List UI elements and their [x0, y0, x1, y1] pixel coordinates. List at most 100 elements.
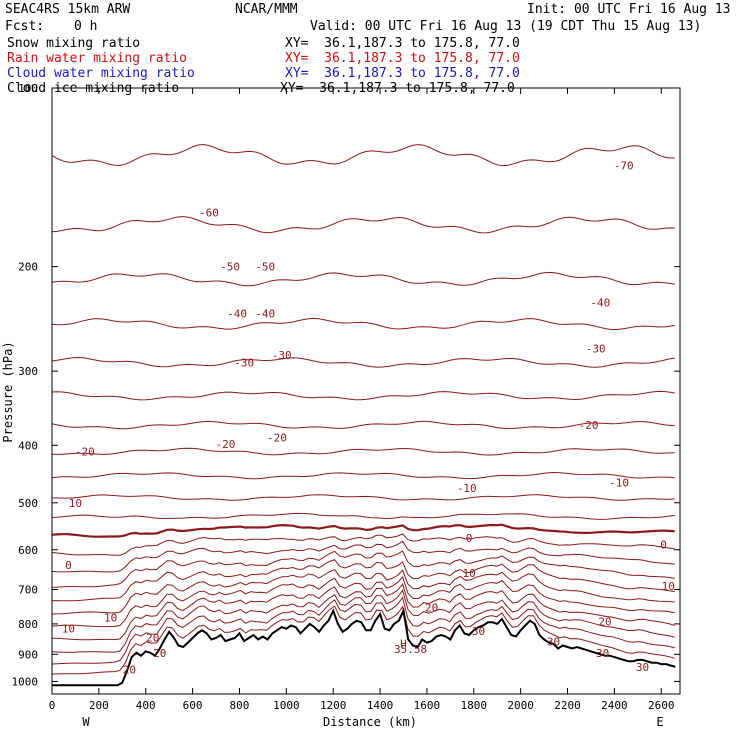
contour-labels: -70 -60 -50 -50 -40 -40 -40 -30 -30 -30 -20 -20 -20 -… [62, 159, 675, 676]
valid-time: Valid: 00 UTC Fri 16 Aug 13 (19 CDT Thu … [310, 19, 702, 34]
x-tick-label: 1800 [461, 699, 488, 712]
contour-label: -20 [267, 431, 287, 444]
y-tick-label: 100 [18, 82, 38, 95]
contour-line [51, 589, 675, 653]
x-tick-label: 1600 [414, 699, 441, 712]
contour-label: -40 [227, 308, 247, 321]
contour-label: -40 [590, 297, 610, 310]
contour-line [51, 471, 675, 480]
x-tick-label: 2600 [648, 699, 675, 712]
y-axis-label: Pressure (hPa) [1, 341, 15, 442]
x-tick-label: 2400 [601, 699, 628, 712]
contour-line [51, 568, 675, 615]
contour-line [51, 216, 675, 234]
contour-label: -70 [614, 159, 634, 172]
contour-line [51, 512, 675, 520]
x-tick-label: 2000 [507, 699, 534, 712]
contour-label: -30 [234, 356, 254, 369]
contour-line [51, 317, 675, 330]
contour-line [51, 447, 675, 456]
max-annotation: H [400, 637, 407, 650]
contour-label: 30 [472, 625, 485, 638]
contour-label: 10 [104, 611, 117, 624]
x-axis-label: Distance (km) [323, 715, 417, 729]
field-xy-snow: XY= 36.1,187.3 to 175.8, 77.0 [285, 36, 520, 51]
contour-label: 30 [547, 636, 560, 649]
x-tick-label: 600 [183, 699, 203, 712]
y-tick-label: 700 [18, 584, 38, 597]
y-tick-label: 600 [18, 544, 38, 557]
max-annotation: 35.58 [394, 643, 427, 656]
contour-line [51, 144, 675, 167]
contour-label: -20 [215, 438, 235, 451]
contour-line [51, 596, 675, 665]
contour-label: -40 [255, 308, 275, 321]
contour-label: -50 [220, 261, 240, 274]
x-tick-label: 200 [89, 699, 109, 712]
field-xy-rain: XY= 36.1,187.3 to 175.8, 77.0 [285, 51, 520, 66]
x-axis-west-label: W [82, 715, 90, 729]
organization-label: NCAR/MMM [235, 2, 298, 17]
x-tick-label: 1400 [367, 699, 394, 712]
field-xy-cloud-water: XY= 36.1,187.3 to 175.8, 77.0 [285, 66, 520, 81]
field-label-rain: Rain water mixing ratio [7, 51, 188, 66]
x-tick-label: 0 [49, 699, 56, 712]
field-label-snow: Snow mixing ratio [7, 36, 141, 51]
contour-label: 20 [123, 664, 136, 677]
y-tick-label: 900 [18, 648, 38, 661]
contour-label: 0 [466, 532, 473, 545]
y-tick-label: 300 [18, 365, 38, 378]
y-tick-label: 1000 [12, 675, 39, 688]
init-time: Init: 00 UTC Fri 16 Aug 13 [527, 2, 731, 17]
contour-label: -50 [255, 261, 275, 274]
y-tick-label: 400 [18, 439, 38, 452]
contour-label: 0 [65, 559, 72, 572]
contour-line [51, 420, 675, 430]
x-tick-label: 2200 [554, 699, 581, 712]
contour-label: 30 [636, 661, 649, 674]
contour-line [51, 576, 675, 628]
contour-line [51, 523, 675, 538]
plot-frame [51, 87, 681, 695]
contour-label: 20 [153, 647, 166, 660]
contour-label: 10 [69, 497, 82, 510]
contour-line [51, 271, 675, 287]
contour-label: -10 [457, 482, 477, 495]
contour-line [51, 605, 675, 675]
contour-label: -30 [272, 349, 292, 362]
terrain-layer [52, 607, 676, 687]
x-axis-east-label: E [656, 715, 663, 729]
contour-label: 10 [62, 623, 75, 636]
y-tick-label: 500 [18, 497, 38, 510]
contour-line [51, 390, 675, 401]
contour-label: 10 [462, 567, 475, 580]
forecast-hour: 0 h [74, 19, 98, 34]
terrain-line [52, 607, 676, 687]
axes: 0 200 400 600 800 1000 1200 1400 1600 1800 2000 220… [12, 82, 680, 712]
contour-line [51, 356, 675, 368]
x-tick-label: 400 [136, 699, 156, 712]
x-tick-label: 1200 [320, 699, 347, 712]
contour-label: -60 [199, 206, 219, 219]
contour-label: -10 [609, 476, 629, 489]
model-title: SEAC4RS 15km ARW [5, 2, 131, 17]
y-tick-label: 200 [18, 261, 38, 274]
contour-label: -20 [75, 446, 95, 459]
forecast-label: Fcst: [5, 19, 45, 34]
y-tick-label: 800 [18, 618, 38, 631]
contour-line [51, 540, 675, 573]
contour-label: 10 [662, 580, 675, 593]
contour-label: -20 [579, 419, 599, 432]
field-label-cloud-water: Cloud water mixing ratio [7, 66, 195, 81]
contour-label: 20 [425, 601, 438, 614]
contour-label: 20 [146, 631, 159, 644]
contour-line [51, 550, 675, 588]
contour-label: 0 [660, 539, 667, 552]
contour-line [51, 533, 675, 556]
x-tick-label: 800 [230, 699, 250, 712]
contour-line [51, 559, 675, 602]
contour-line [51, 583, 675, 641]
contour-label: 20 [598, 616, 611, 629]
isotherm-contours [51, 144, 675, 675]
